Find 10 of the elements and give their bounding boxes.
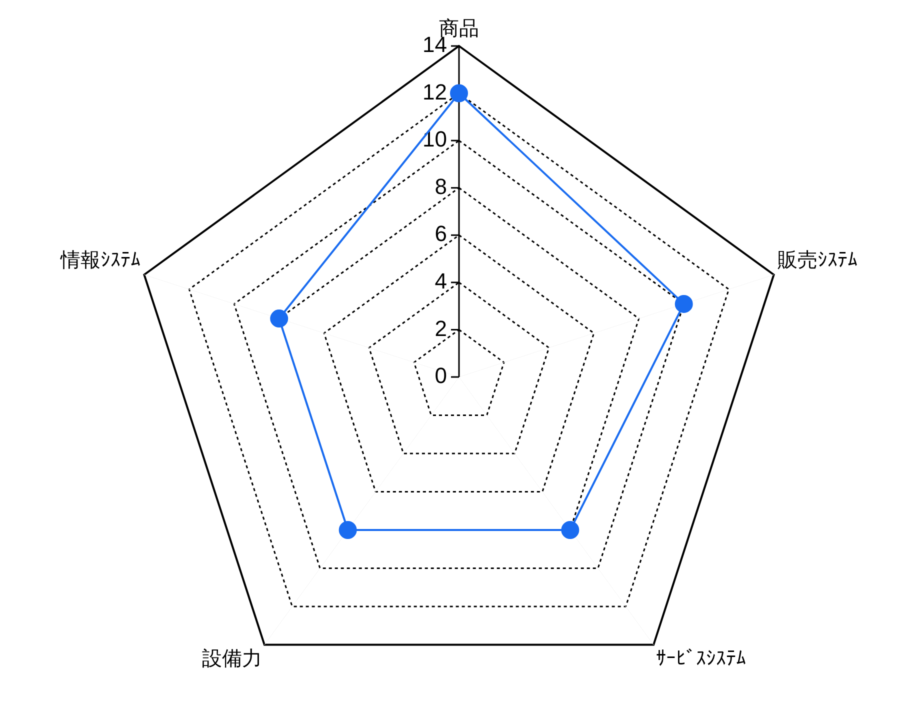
spoke-label: ｻｰﾋﾞｽｼｽﾃﾑ: [656, 646, 746, 670]
y-tick-label: 0: [434, 363, 447, 388]
y-tick-label: 4: [434, 268, 447, 294]
y-tick-label: 6: [434, 221, 447, 246]
spoke-label: 設備力: [202, 646, 262, 670]
spoke-label: 情報ｼｽﾃﾑ: [59, 248, 140, 272]
y-tick-label: 12: [422, 79, 447, 104]
spoke-label: 販売ｼｽﾃﾑ: [778, 248, 858, 272]
y-tick-label: 2: [434, 316, 447, 341]
y-tick-label: 8: [434, 174, 447, 199]
